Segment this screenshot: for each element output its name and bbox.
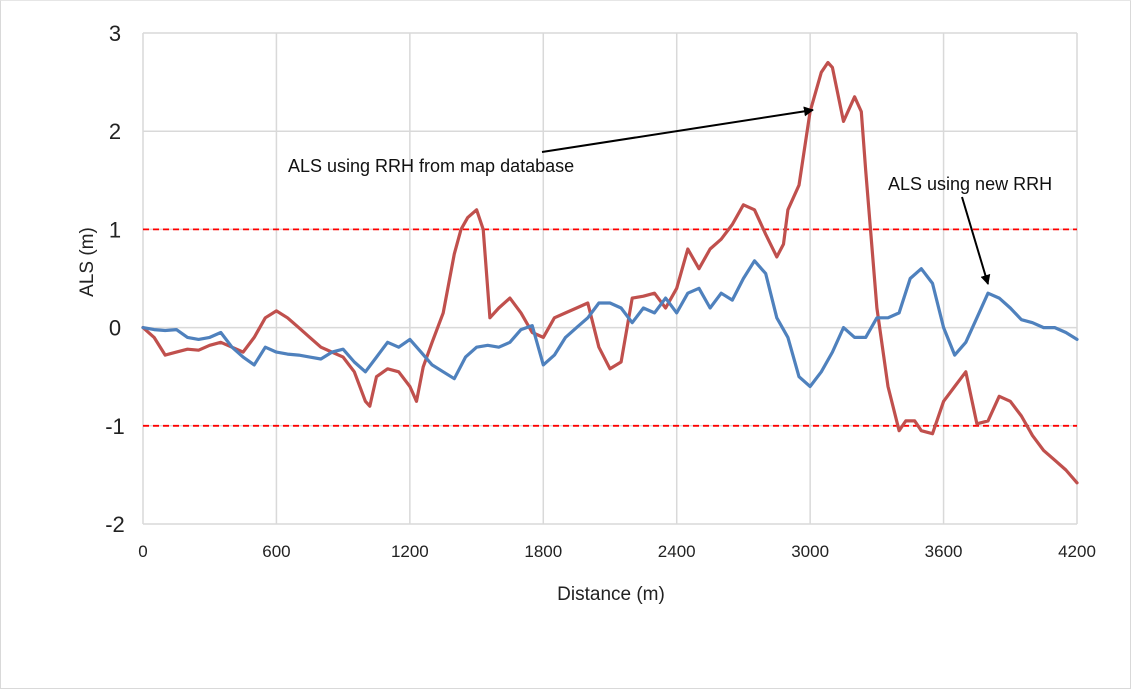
- x-tick-label: 4200: [1058, 542, 1096, 561]
- y-tick-label: 2: [109, 119, 121, 144]
- x-tick-label: 0: [138, 542, 147, 561]
- y-tick-label: 1: [109, 217, 121, 242]
- x-tick-label: 3000: [791, 542, 829, 561]
- x-tick-labels: 0 600 1200 1800 2400 3000 3600 4200: [138, 542, 1096, 561]
- x-tick-label: 1800: [524, 542, 562, 561]
- y-tick-label: 3: [109, 21, 121, 46]
- y-tick-label: -2: [105, 512, 125, 537]
- series-group: [141, 60, 1079, 485]
- series-line-red: [141, 60, 1079, 485]
- x-tick-label: 3600: [925, 542, 963, 561]
- grid-lines: [142, 32, 1078, 525]
- x-axis-title: Distance (m): [557, 584, 665, 605]
- annotation-map-database: ALS using RRH from map database: [288, 156, 574, 176]
- annotation-new-rrh: ALS using new RRH: [888, 174, 1052, 194]
- y-axis-title: ALS (m): [77, 227, 98, 297]
- x-tick-label: 2400: [658, 542, 696, 561]
- y-tick-label: -1: [105, 414, 125, 439]
- series-line-blue: [141, 259, 1079, 389]
- y-tick-label: 0: [109, 316, 121, 341]
- annotation-arrow-map-database: [541, 106, 814, 153]
- threshold-lines: [143, 228, 1077, 427]
- annotation-arrow-new-rrh: [961, 196, 991, 285]
- x-tick-label: 600: [262, 542, 290, 561]
- annotations: ALS using RRH from map database ALS usin…: [288, 106, 1052, 285]
- x-tick-label: 1200: [391, 542, 429, 561]
- y-tick-labels: 3 2 1 0 -1 -2: [105, 21, 125, 537]
